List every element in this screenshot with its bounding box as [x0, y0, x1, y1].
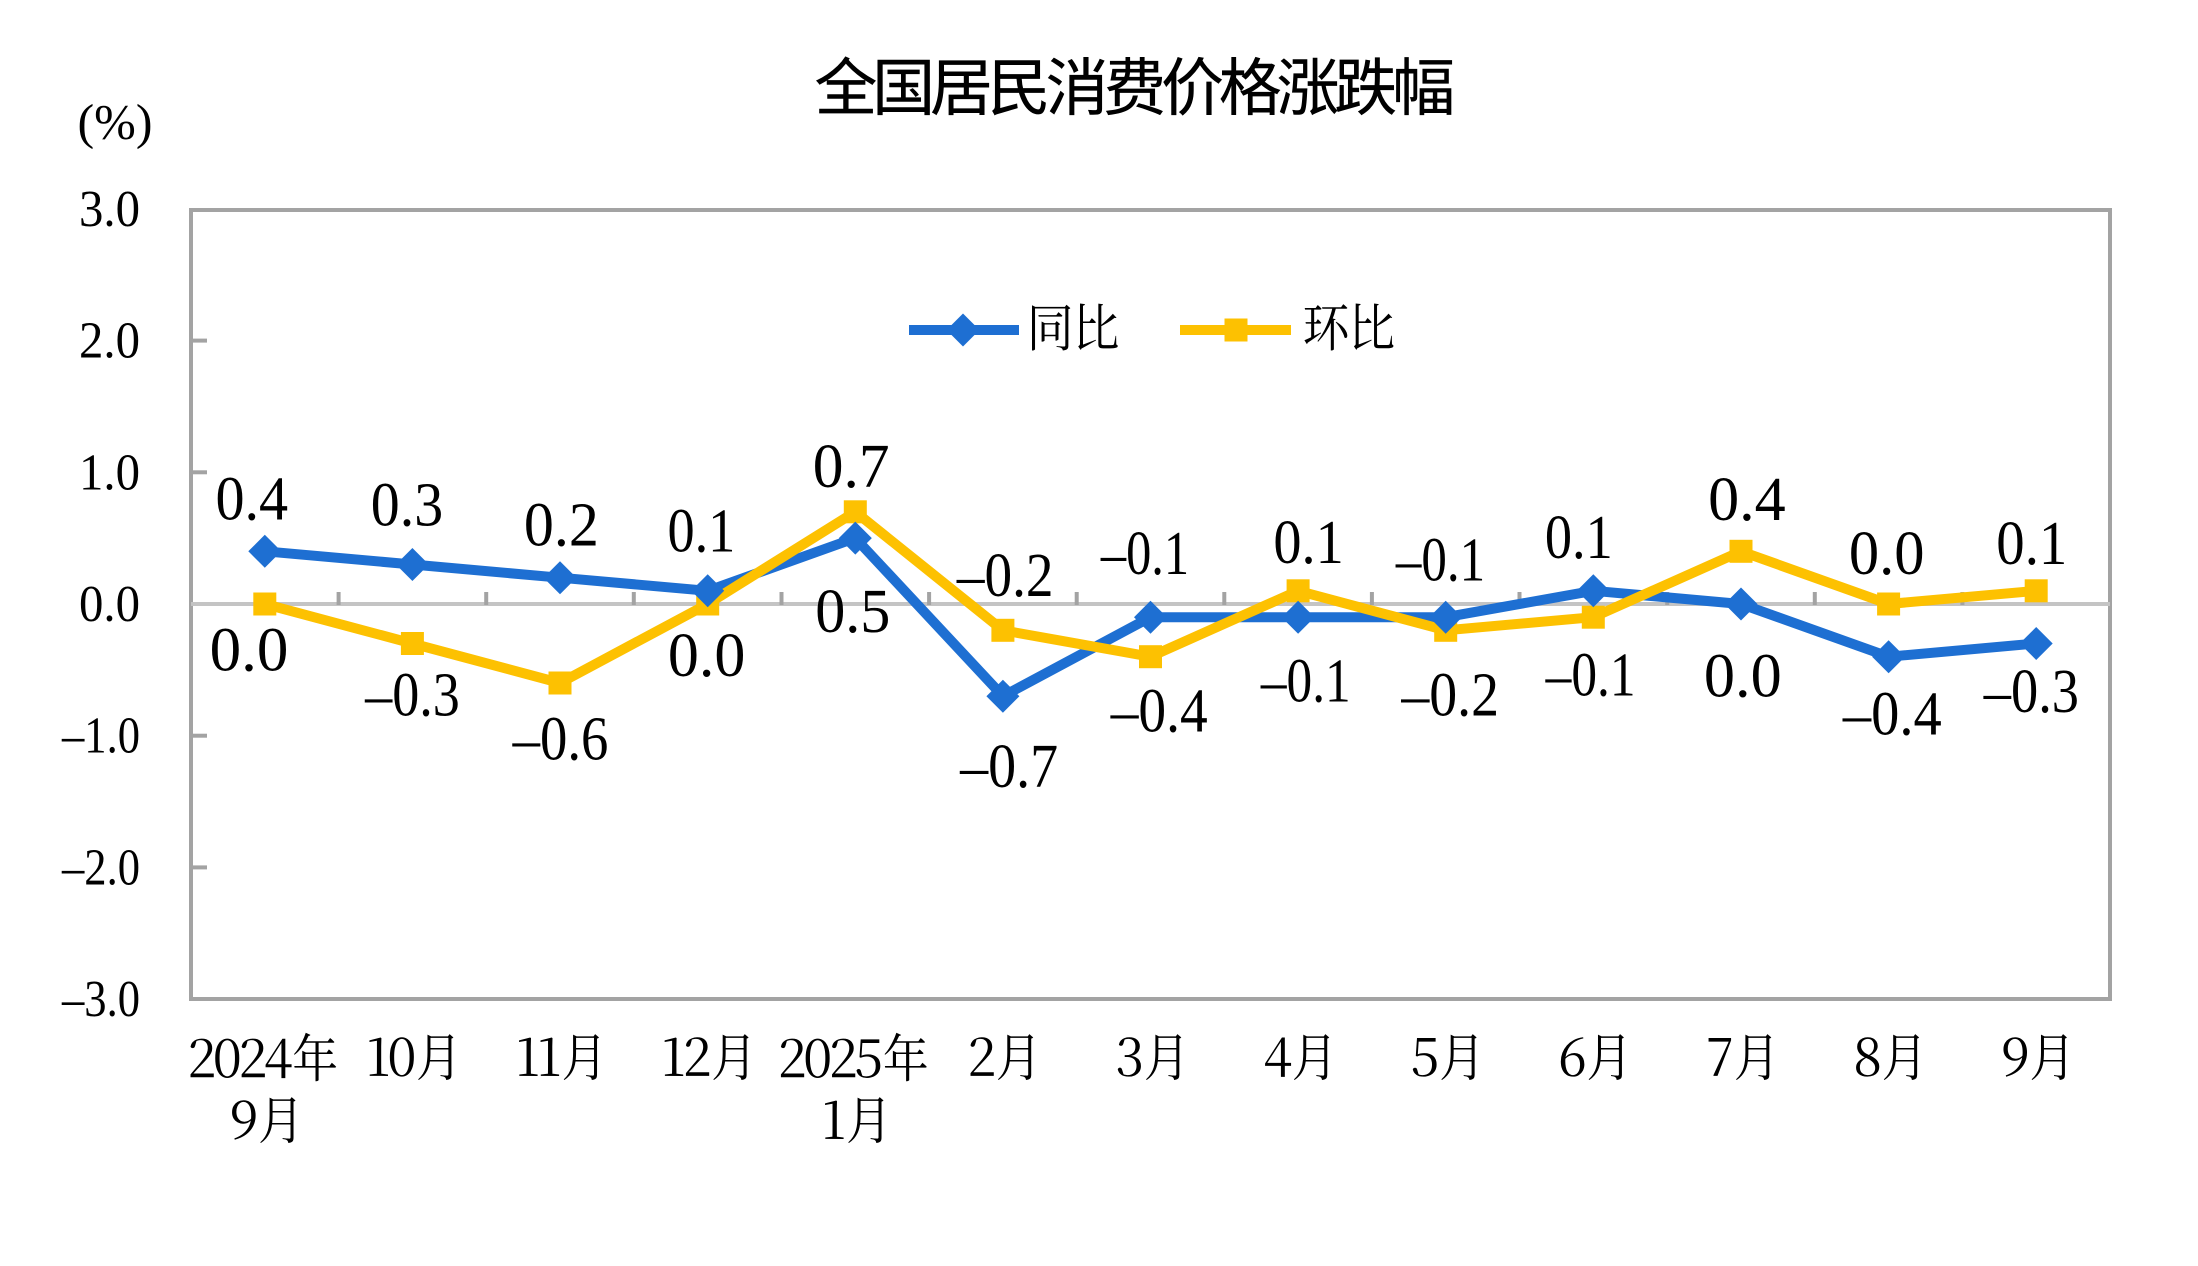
- svg-text:0.4: 0.4: [1708, 466, 1786, 534]
- svg-text:–3.0: –3.0: [61, 971, 140, 1028]
- svg-text:0.0: 0.0: [79, 576, 140, 633]
- svg-text:0.5: 0.5: [815, 578, 890, 646]
- svg-text:–2.0: –2.0: [61, 839, 140, 896]
- svg-text:0.3: 0.3: [371, 472, 443, 540]
- svg-text:0.1: 0.1: [1996, 510, 2067, 578]
- svg-text:(%): (%): [78, 93, 153, 149]
- svg-text:–1.0: –1.0: [61, 708, 140, 765]
- svg-text:–0.7: –0.7: [959, 733, 1058, 801]
- svg-text:2.0: 2.0: [79, 313, 140, 370]
- svg-text:0.0: 0.0: [210, 617, 289, 685]
- svg-text:0.0: 0.0: [668, 622, 746, 690]
- svg-text:3.0: 3.0: [79, 181, 140, 238]
- svg-text:0.0: 0.0: [1704, 642, 1782, 710]
- svg-text:0.2: 0.2: [524, 491, 599, 559]
- svg-text:–0.1: –0.1: [1100, 520, 1189, 588]
- svg-text:0.7: 0.7: [813, 433, 890, 501]
- svg-text:0.1: 0.1: [1545, 504, 1613, 572]
- svg-text:–0.1: –0.1: [1545, 642, 1636, 710]
- svg-text:–0.3: –0.3: [364, 661, 460, 729]
- svg-text:–0.4: –0.4: [1842, 681, 1942, 749]
- svg-text:–0.6: –0.6: [512, 706, 609, 774]
- svg-text:–0.1: –0.1: [1395, 527, 1485, 595]
- svg-text:–0.1: –0.1: [1260, 648, 1351, 716]
- svg-text:1.0: 1.0: [79, 444, 140, 501]
- svg-text:0.1: 0.1: [667, 497, 735, 565]
- svg-text:–0.2: –0.2: [956, 542, 1054, 610]
- svg-text:0.0: 0.0: [1849, 520, 1925, 588]
- svg-text:–0.3: –0.3: [1983, 658, 2079, 726]
- svg-text:0.4: 0.4: [215, 466, 288, 534]
- svg-text:–0.4: –0.4: [1110, 677, 1208, 745]
- svg-text:–0.2: –0.2: [1400, 662, 1499, 730]
- svg-text:0.1: 0.1: [1273, 509, 1343, 577]
